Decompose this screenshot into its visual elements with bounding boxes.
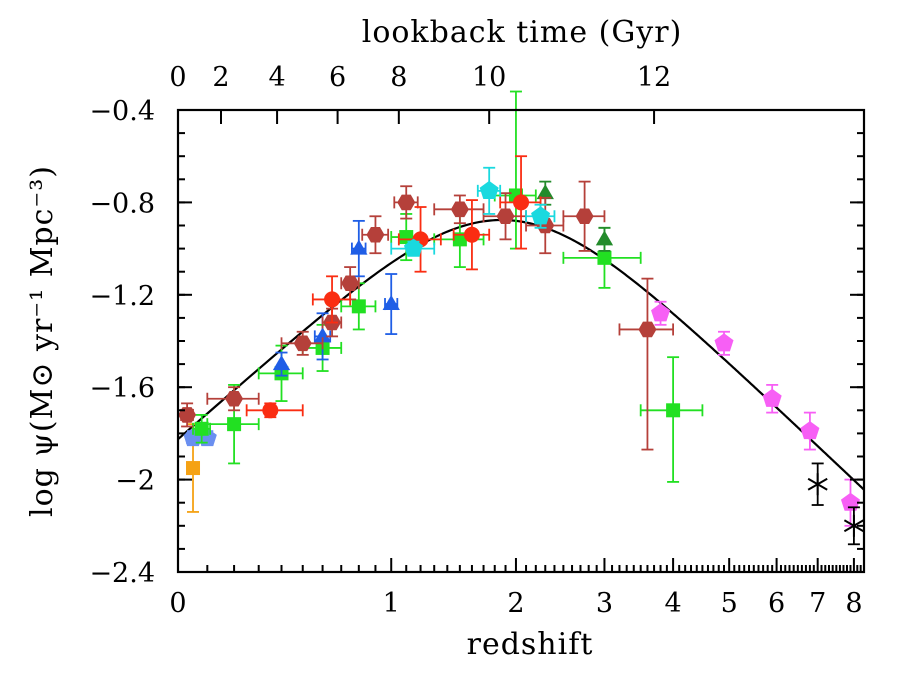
data-point-triangle (382, 273, 400, 335)
tick-marks (177, 109, 865, 573)
marker-triangle (382, 295, 400, 311)
marker-pentagon (531, 206, 551, 225)
marker-pentagon (840, 492, 860, 511)
y-tick-label: −2.4 (89, 558, 155, 589)
data-point-hexagon (206, 386, 260, 412)
marker-square (194, 421, 209, 436)
y-axis-title: log ψ(M⊙ yr⁻¹ Mpc⁻³) (25, 165, 60, 517)
marker-triangle (595, 230, 614, 246)
marker-triangle (313, 327, 332, 343)
marker-asterisk-stroke (843, 519, 864, 533)
marker-square (452, 232, 467, 247)
marker-square (597, 250, 612, 265)
marker-hexagon (341, 275, 360, 292)
x-tick-label: 1 (383, 588, 400, 619)
marker-hexagon (293, 335, 312, 352)
marker-hexagon (397, 194, 416, 211)
marker-triangle (536, 184, 554, 200)
marker-square (399, 230, 414, 245)
data-point-hexagon (340, 266, 360, 301)
marker-pentagon (403, 238, 423, 257)
marker-hexagon (225, 390, 244, 407)
x-tick-label: 2 (507, 588, 524, 619)
marker-pentagon (800, 421, 820, 440)
data-point-hexagon (525, 196, 565, 255)
marker-square (351, 299, 366, 314)
top-tick-label: 0 (169, 62, 186, 93)
marker-circle (463, 226, 480, 243)
marker-circle (262, 402, 279, 419)
data-points-layer (178, 90, 864, 546)
data-point-cross (843, 506, 864, 546)
y-tick-label: −2 (115, 466, 155, 497)
data-point-square (562, 226, 642, 289)
data-point-triangle (272, 351, 291, 377)
data-point-circle (245, 402, 304, 419)
x-tick-label: 3 (596, 588, 613, 619)
y-tick-label: −1.2 (89, 281, 155, 312)
data-point-pentagon (651, 300, 671, 326)
tick-labels: 0 1 2 3 4 5 6 7 8−2.4−2−1.6−1.2−0.8−0.40 2 4 6 8 10 12 (89, 62, 862, 619)
top-tick-label: 10 (472, 62, 506, 93)
marker-pentagon (762, 388, 782, 407)
fit-curve-layer (177, 218, 865, 491)
top-tick-label: 4 (268, 62, 285, 93)
data-point-pentagon (525, 203, 556, 229)
data-point-square (340, 282, 377, 331)
top-tick-label: 8 (390, 62, 407, 93)
marker-circle (513, 194, 530, 211)
fit-curve-line (177, 218, 865, 491)
x-tick-label: 0 (169, 588, 186, 619)
data-point-square (639, 356, 704, 483)
marker-pentagon (714, 333, 734, 352)
marker-hexagon (638, 321, 657, 338)
marker-square (666, 403, 681, 418)
data-point-hexagon (562, 180, 606, 252)
marker-square (227, 417, 242, 432)
data-point-pentagon (762, 383, 782, 414)
y-tick-label: −0.8 (89, 188, 155, 219)
data-point-hexagon (618, 277, 674, 451)
data-point-pentagon (800, 411, 820, 451)
data-point-cross (807, 462, 828, 506)
data-point-triangle (350, 219, 368, 278)
x-tick-label: 6 (768, 588, 785, 619)
x-tick-label: 5 (721, 588, 738, 619)
data-point-circle (397, 206, 442, 273)
x-tick-label: 4 (665, 588, 682, 619)
marker-asterisk-stroke (807, 477, 828, 491)
marker-triangle (350, 239, 368, 255)
data-point-hexagon (361, 215, 390, 255)
top-axis-title: lookback time (Gyr) (362, 15, 683, 50)
marker-square (186, 461, 201, 476)
x-tick-label: 8 (845, 588, 862, 619)
top-tick-label: 2 (212, 62, 229, 93)
marker-hexagon (496, 208, 515, 225)
top-tick-label: 12 (637, 62, 671, 93)
data-point-triangle (595, 226, 614, 252)
y-tick-label: −1.6 (89, 373, 155, 404)
data-point-pentagon (714, 330, 734, 356)
data-point-hexagon (433, 194, 485, 225)
marker-pentagon (651, 303, 671, 322)
data-point-hexagon (280, 330, 324, 356)
marker-hexagon (450, 201, 469, 218)
marker-circle (324, 291, 341, 308)
data-point-hexagon (393, 185, 419, 220)
marker-hexagon (366, 226, 385, 243)
data-point-circle (452, 199, 491, 271)
data-point-pentagon (476, 166, 502, 215)
x-axis-title: redshift (467, 627, 594, 662)
x-tick-label: 7 (809, 588, 826, 619)
data-point-circle (311, 275, 352, 324)
marker-hexagon (575, 208, 594, 225)
y-tick-label: −0.4 (89, 96, 155, 127)
marker-pentagon (479, 180, 499, 199)
top-tick-label: 6 (329, 62, 346, 93)
marker-triangle (272, 355, 291, 371)
data-point-pentagon (390, 238, 436, 257)
